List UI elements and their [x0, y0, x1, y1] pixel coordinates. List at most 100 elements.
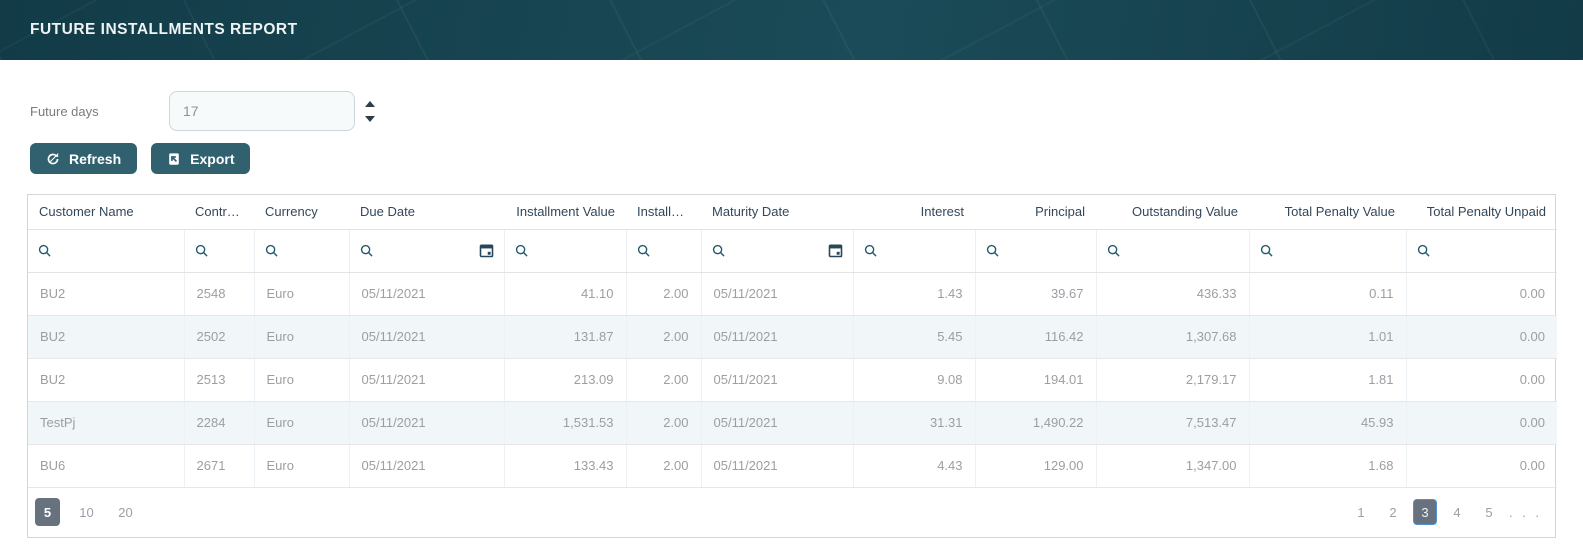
column-header-installments[interactable]: Installm… — [626, 195, 701, 230]
cell-installments: 2.00 — [626, 444, 702, 488]
page-size-selector: 5 10 20 — [35, 498, 138, 526]
cell-installments: 2.00 — [626, 401, 702, 445]
filter-input-interest[interactable] — [883, 243, 965, 258]
page-1[interactable]: 1 — [1357, 504, 1365, 520]
column-header-due-date[interactable]: Due Date — [349, 195, 504, 230]
search-icon[interactable] — [515, 244, 529, 258]
filter-input-customer-name[interactable] — [58, 243, 174, 258]
cell-total-penalty-value: 1.01 — [1249, 315, 1407, 359]
column-header-total-penalty-unpaid[interactable]: Total Penalty Unpaid — [1406, 195, 1557, 230]
search-icon[interactable] — [986, 244, 1000, 258]
cell-currency: Euro — [254, 401, 350, 445]
filter-input-principal[interactable] — [1005, 243, 1086, 258]
cell-interest: 9.08 — [853, 358, 976, 402]
cell-contract: 2671 — [184, 444, 255, 488]
filter-input-total-penalty-unpaid[interactable] — [1436, 243, 1547, 258]
column-header-outstanding-value[interactable]: Outstanding Value — [1096, 195, 1249, 230]
calendar-icon[interactable] — [828, 243, 843, 258]
search-icon[interactable] — [864, 244, 878, 258]
export-button[interactable]: Export — [151, 143, 251, 174]
future-days-stepper — [365, 100, 375, 122]
page-3[interactable]: 3 — [1412, 499, 1437, 525]
cell-outstanding-value: 1,307.68 — [1096, 315, 1250, 359]
filter-cell-maturity-date — [701, 229, 854, 273]
cell-interest: 4.43 — [853, 444, 976, 488]
table-row[interactable]: BU6 2671 Euro 05/11/2021 133.43 2.00 05/11/202… — [28, 444, 1557, 488]
column-header-total-penalty-value[interactable]: Total Penalty Value — [1249, 195, 1406, 230]
future-days-label: Future days — [30, 103, 99, 119]
table-row[interactable]: TestPj 2284 Euro 05/11/2021 1,531.53 2.00 05/1… — [28, 401, 1557, 445]
cell-due-date: 05/11/2021 — [349, 444, 505, 488]
column-header-customer-name[interactable]: Customer Name — [28, 195, 184, 230]
app-root: FUTURE INSTALLMENTS REPORT Future days — [27, 0, 1583, 538]
page-size-20[interactable]: 20 — [118, 504, 133, 520]
search-icon[interactable] — [265, 244, 279, 258]
filter-input-contract[interactable] — [214, 243, 244, 258]
search-icon[interactable] — [1260, 244, 1274, 258]
filter-input-maturity-date[interactable] — [731, 243, 822, 258]
cell-total-penalty-value: 1.81 — [1249, 358, 1407, 402]
search-icon[interactable] — [637, 244, 651, 258]
cell-contract: 2502 — [184, 315, 255, 359]
filter-row — [28, 229, 1557, 273]
column-header-currency[interactable]: Currency — [254, 195, 349, 230]
filter-cell-total-penalty-unpaid — [1406, 229, 1557, 273]
cell-maturity-date: 05/11/2021 — [701, 358, 854, 402]
search-icon[interactable] — [38, 244, 52, 258]
cell-due-date: 05/11/2021 — [349, 315, 505, 359]
search-icon[interactable] — [1107, 244, 1121, 258]
cell-outstanding-value: 2,179.17 — [1096, 358, 1250, 402]
cell-customer-name: TestPj — [28, 401, 185, 445]
filter-cell-outstanding-value — [1096, 229, 1250, 273]
filter-input-installment-value[interactable] — [534, 243, 616, 258]
pager-ellipsis[interactable]: . . . — [1508, 504, 1542, 520]
calendar-icon[interactable] — [479, 243, 494, 258]
cell-customer-name: BU2 — [28, 315, 185, 359]
cell-installments: 2.00 — [626, 272, 702, 316]
stepper-down-icon[interactable] — [365, 115, 375, 122]
export-button-label: Export — [190, 150, 235, 167]
future-days-input[interactable] — [169, 91, 355, 131]
refresh-button[interactable]: Refresh — [30, 143, 138, 174]
filter-cell-due-date — [349, 229, 505, 273]
page-2[interactable]: 2 — [1389, 504, 1397, 520]
filter-input-due-date[interactable] — [379, 243, 473, 258]
filter-input-currency[interactable] — [284, 243, 339, 258]
table-row[interactable]: BU2 2548 Euro 05/11/2021 41.10 2.00 05/11/2021… — [28, 272, 1557, 316]
cell-maturity-date: 05/11/2021 — [701, 401, 854, 445]
search-icon[interactable] — [360, 244, 374, 258]
table-row[interactable]: BU2 2502 Euro 05/11/2021 131.87 2.00 05/11/202… — [28, 315, 1557, 359]
filter-input-total-penalty-value[interactable] — [1279, 243, 1396, 258]
filter-cell-currency — [254, 229, 350, 273]
refresh-icon — [46, 152, 60, 166]
filter-cell-interest — [853, 229, 976, 273]
cell-customer-name: BU2 — [28, 272, 185, 316]
column-header-interest[interactable]: Interest — [853, 195, 975, 230]
column-header-principal[interactable]: Principal — [975, 195, 1096, 230]
column-header-maturity-date[interactable]: Maturity Date — [701, 195, 853, 230]
filter-input-outstanding-value[interactable] — [1126, 243, 1239, 258]
cell-principal: 129.00 — [975, 444, 1097, 488]
search-icon[interactable] — [1417, 244, 1431, 258]
cell-maturity-date: 05/11/2021 — [701, 315, 854, 359]
page-size-5[interactable]: 5 — [35, 498, 60, 526]
cell-total-penalty-unpaid: 0.00 — [1406, 358, 1557, 402]
column-header-contract[interactable]: Contrac… — [184, 195, 254, 230]
cell-principal: 1,490.22 — [975, 401, 1097, 445]
column-header-installment-value[interactable]: Installment Value — [504, 195, 626, 230]
cell-contract: 2513 — [184, 358, 255, 402]
table-row[interactable]: BU2 2513 Euro 05/11/2021 213.09 2.00 05/11/202… — [28, 358, 1557, 402]
page-4[interactable]: 4 — [1453, 504, 1461, 520]
page-size-10[interactable]: 10 — [79, 504, 94, 520]
cell-outstanding-value: 7,513.47 — [1096, 401, 1250, 445]
search-icon[interactable] — [195, 244, 209, 258]
filter-cell-installment-value — [504, 229, 627, 273]
cell-total-penalty-value: 1.68 — [1249, 444, 1407, 488]
filter-input-installments[interactable] — [656, 243, 691, 258]
future-days-field: Future days — [30, 91, 1556, 131]
search-icon[interactable] — [712, 244, 726, 258]
stepper-up-icon[interactable] — [365, 100, 375, 107]
filter-cell-principal — [975, 229, 1097, 273]
page-5[interactable]: 5 — [1485, 504, 1493, 520]
refresh-button-label: Refresh — [69, 150, 122, 167]
